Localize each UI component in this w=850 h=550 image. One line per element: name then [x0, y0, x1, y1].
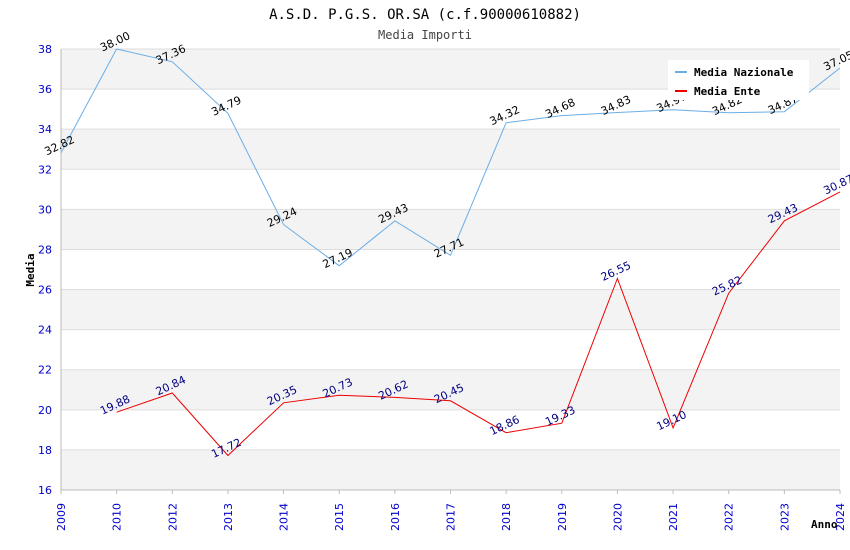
data-label: 19.10: [655, 408, 689, 433]
grid-band: [61, 369, 840, 410]
legend-label: Media Ente: [694, 85, 761, 98]
x-tick-label: 2019: [556, 503, 569, 531]
y-tick-label: 34: [38, 123, 52, 136]
x-tick-label: 2012: [166, 503, 179, 531]
grid-band: [61, 289, 840, 330]
data-label: 30.87: [821, 172, 850, 197]
y-tick-label: 20: [38, 404, 52, 417]
y-tick-label: 26: [38, 284, 52, 297]
legend-box: [668, 60, 809, 100]
legend: Media Nazionale Media Ente: [668, 60, 809, 100]
data-label: 18.86: [488, 413, 522, 438]
x-tick-label: 2014: [278, 503, 291, 531]
y-tick-label: 38: [38, 43, 52, 56]
y-tick-label: 32: [38, 163, 52, 176]
series-lines: [60, 48, 841, 457]
x-tick-label: 2013: [222, 503, 235, 531]
axes: [60, 49, 840, 491]
x-tick-label: 2024: [834, 503, 847, 531]
y-tick-label: 30: [38, 203, 52, 216]
grid-band: [61, 209, 840, 250]
y-tick-label: 36: [38, 83, 52, 96]
series-line-1: [60, 48, 841, 267]
x-tick-label: 2018: [500, 503, 513, 531]
grid-band: [61, 449, 840, 490]
chart-subtitle: Media Importi: [378, 28, 472, 42]
y-tick-label: 22: [38, 364, 52, 377]
x-axis-title: Anno: [811, 518, 838, 531]
data-label: 34.32: [488, 103, 522, 128]
chart-title: A.S.D. P.G.S. OR.SA (c.f.90000610882): [269, 7, 581, 23]
y-tick-label: 18: [38, 444, 52, 457]
grid-lines: [61, 48, 840, 491]
data-label: 26.55: [599, 259, 633, 284]
y-tick-label: 28: [38, 243, 52, 256]
y-tick-label: 16: [38, 484, 52, 497]
x-tick-label: 2009: [55, 503, 68, 531]
data-label: 34.83: [599, 93, 633, 118]
grid-bands: [61, 49, 840, 490]
x-tick-label: 2010: [111, 503, 124, 531]
data-label: 34.79: [209, 94, 243, 119]
x-tick-label: 2021: [667, 503, 680, 531]
x-tick-label: 2015: [333, 503, 346, 531]
data-label: 34.68: [543, 96, 577, 121]
x-tick-label: 2016: [389, 503, 402, 531]
x-tick-label: 2017: [445, 503, 458, 531]
grid-band: [61, 129, 840, 170]
y-axis-ticks: 16 18 20 22 24 26 28 30 32 34 36 38: [38, 43, 52, 497]
x-axis-ticks: 2009 2010 2012 2013 2014 2015 2016 2017 2018 2019…: [55, 490, 847, 531]
y-axis-title: Media: [24, 253, 37, 286]
x-tick-label: 2023: [778, 503, 791, 531]
x-tick-label: 2020: [611, 503, 624, 531]
y-tick-label: 24: [38, 324, 52, 337]
series-line-2: [116, 191, 841, 457]
legend-label: Media Nazionale: [694, 66, 794, 79]
x-tick-label: 2022: [723, 503, 736, 531]
